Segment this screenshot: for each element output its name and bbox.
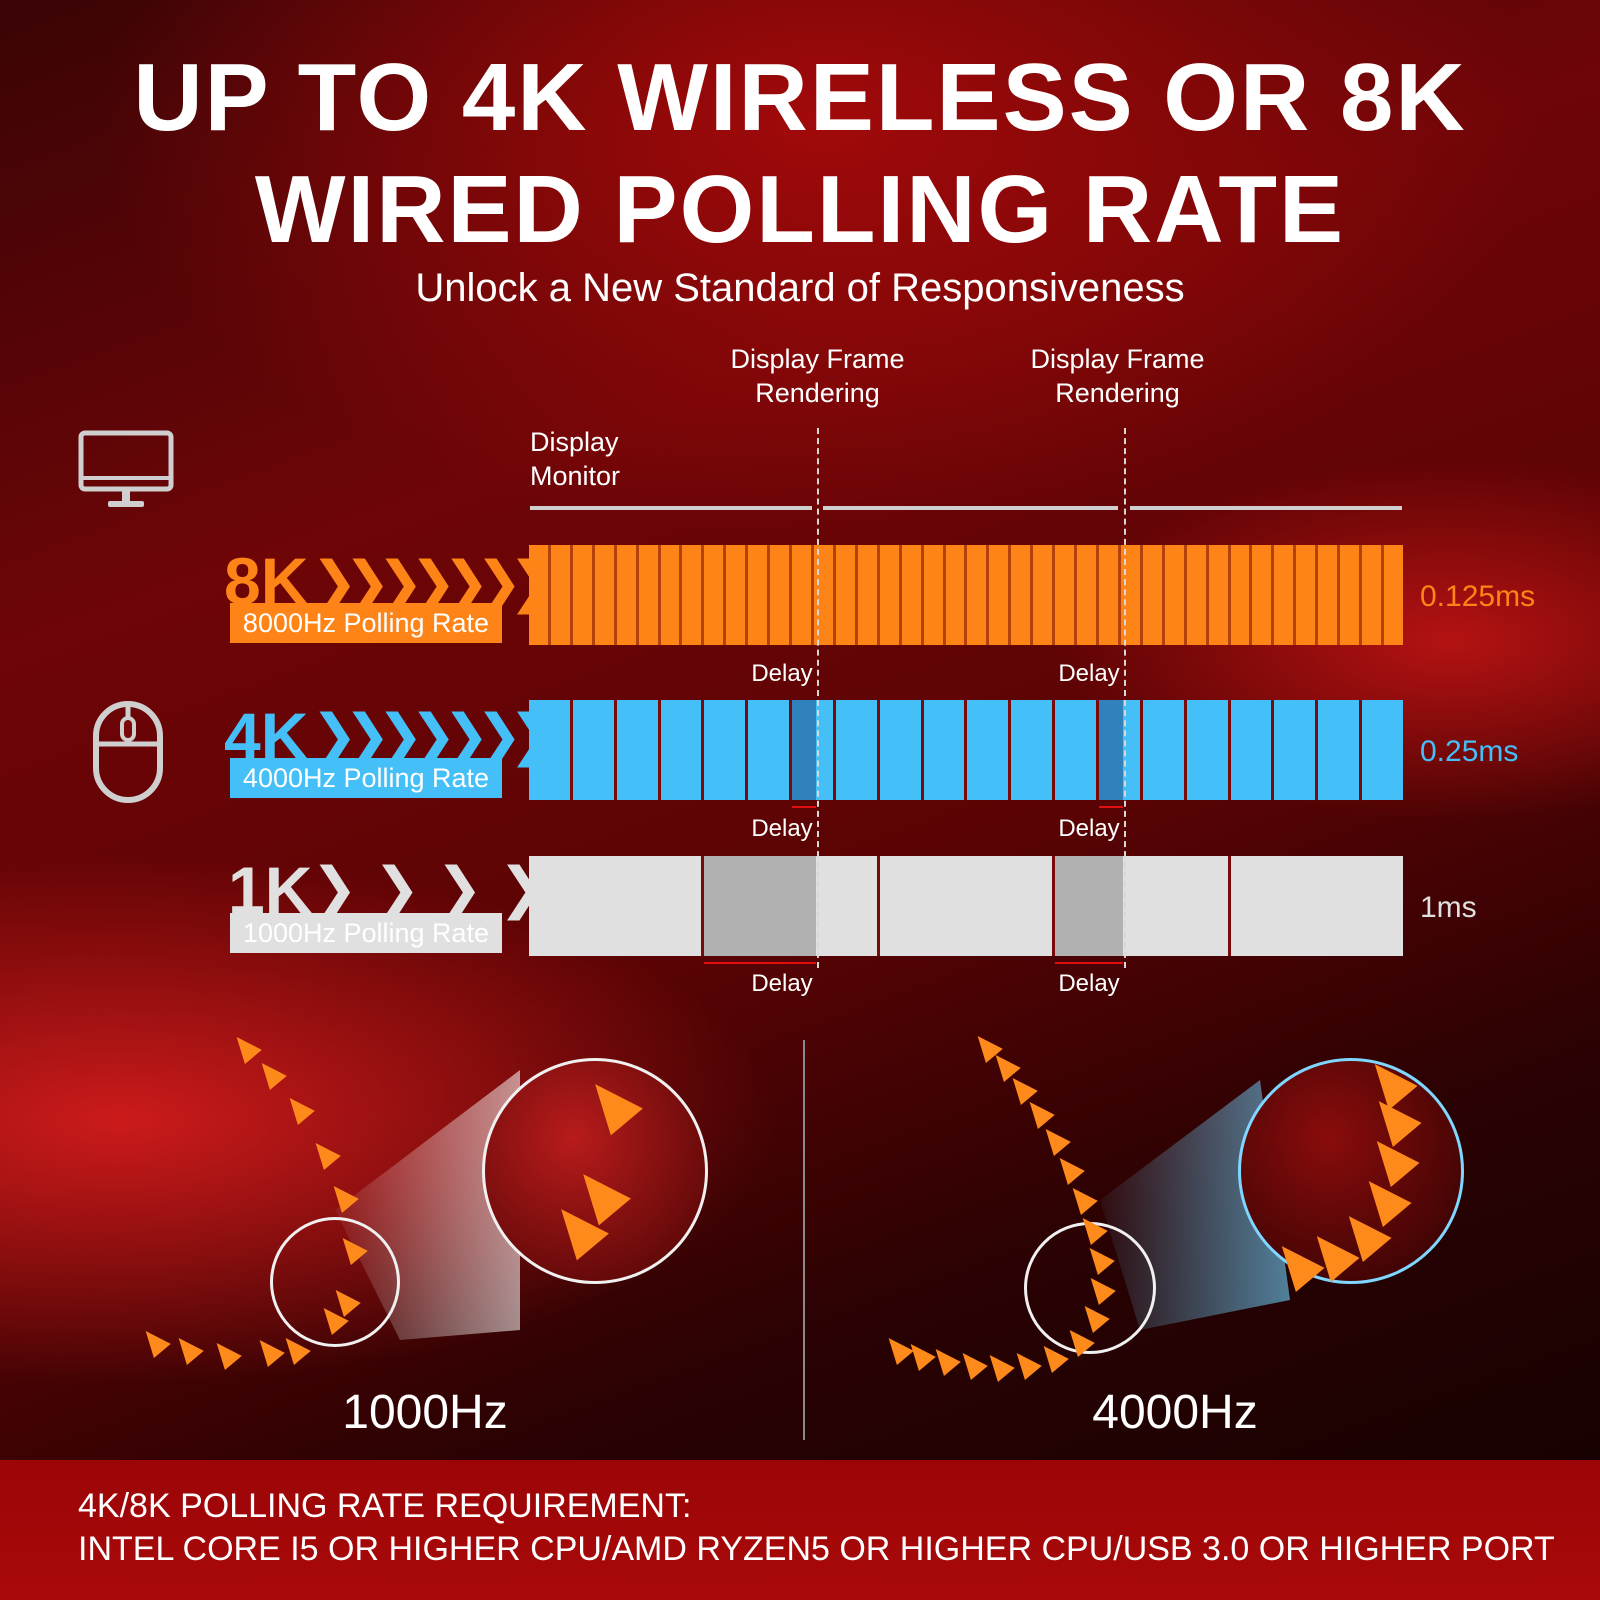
frame-label-1: Display Frame Rendering	[730, 344, 905, 408]
tag-4000hz: 4000Hz Polling Rate	[230, 758, 502, 798]
label-4000hz: 4000Hz	[1092, 1386, 1258, 1439]
value-1k: 1ms	[1420, 891, 1477, 924]
frame-segment-2	[823, 506, 1118, 510]
headline-line-2: WIRED POLLING RATE	[254, 156, 1346, 263]
bar-8k	[529, 545, 1403, 645]
delay-marker	[1055, 962, 1123, 964]
frame-segment-1	[530, 506, 812, 510]
delay-label: Delay	[751, 660, 813, 687]
zoom-source-circle	[270, 1217, 400, 1347]
delay-label: Delay	[1058, 970, 1120, 997]
chevron-1k-icon: ❯ ❯ ❯ ❯	[311, 856, 546, 919]
requirement-text: INTEL CORE I5 OR HIGHER CPU/AMD RYZEN5 O…	[78, 1530, 1555, 1568]
delay-shade	[1099, 700, 1123, 800]
label-1000hz: 1000Hz	[342, 1386, 508, 1439]
delay-label: Delay	[751, 815, 813, 842]
tag-8000hz: 8000Hz Polling Rate	[230, 603, 502, 643]
monitor-icon	[78, 430, 174, 517]
requirement-heading: 4K/8K POLLING RATE REQUIREMENT:	[78, 1487, 692, 1525]
delay-shade	[704, 856, 816, 956]
chevron-4k-icon: ❯❯❯❯❯❯❯	[311, 703, 555, 766]
delay-shade	[1055, 856, 1123, 956]
subtitle: Unlock a New Standard of Responsiveness	[415, 266, 1185, 310]
frame-boundary-line	[1124, 428, 1126, 968]
delay-label: Delay	[1058, 815, 1120, 842]
mouse-icon	[92, 700, 164, 809]
value-4k: 0.25ms	[1420, 735, 1519, 768]
bar-1k	[529, 856, 1403, 956]
requirement-banner	[0, 1460, 1600, 1600]
frame-segment-3	[1130, 506, 1402, 510]
comparison-divider	[803, 1040, 805, 1440]
zoom-lens-circle	[482, 1058, 708, 1284]
delay-label: Delay	[1058, 660, 1120, 687]
delay-label: Delay	[751, 970, 813, 997]
zoom-lens-circle	[1238, 1058, 1464, 1284]
tag-1000hz: 1000Hz Polling Rate	[230, 913, 502, 953]
frame-boundary-line	[817, 428, 819, 968]
bar-4k	[529, 700, 1403, 800]
headline-line-1: UP TO 4K WIRELESS OR 8K	[133, 44, 1467, 151]
display-monitor-label: Display Monitor	[530, 427, 621, 491]
tier-1k-label: 1K	[228, 853, 313, 927]
frame-label-2: Display Frame Rendering	[1030, 344, 1205, 408]
delay-shade	[792, 700, 816, 800]
value-8k: 0.125ms	[1420, 580, 1536, 613]
zoom-source-circle	[1024, 1222, 1156, 1354]
delay-marker	[792, 806, 816, 808]
delay-marker	[1099, 806, 1123, 808]
delay-marker	[704, 962, 816, 964]
